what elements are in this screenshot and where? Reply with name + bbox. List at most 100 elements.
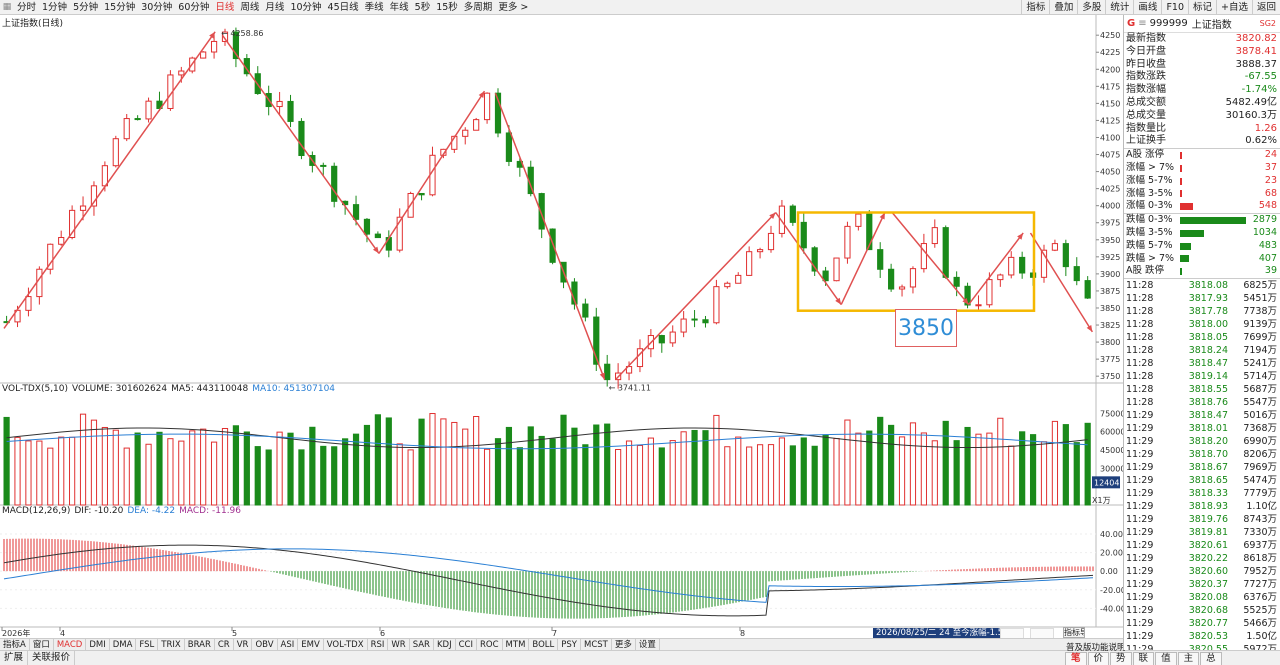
menu-icon[interactable]: ≡	[1138, 18, 1147, 29]
indicator-tab[interactable]: KDJ	[434, 638, 456, 651]
period-tab[interactable]: 5秒	[414, 1, 431, 13]
breadth-row: A股 涨停 24	[1124, 149, 1280, 162]
indicator-tab[interactable]: MTM	[503, 638, 530, 651]
tick-price: 3819.14	[1188, 371, 1228, 383]
candlestick	[79, 205, 87, 211]
volume-bar	[331, 446, 338, 506]
tick-list[interactable]: 11:28 3818.08 6825万 11:28 3817.93 5451万 11:28 3…	[1124, 278, 1280, 650]
indicator-tab[interactable]: BRAR	[185, 638, 215, 651]
kline-chart[interactable]: 4250 4225 4200 4175 4150 4125 4100 4075 4050 4025…	[0, 15, 1123, 638]
indicator-tab[interactable]: PSY	[558, 638, 581, 651]
tick-price: 3818.93	[1188, 501, 1228, 513]
volume-bar	[615, 449, 622, 506]
volume-bar	[90, 419, 98, 506]
volume-indicator-name[interactable]: VOL-TDX(5,10)	[2, 384, 69, 394]
tick-time: 11:29	[1126, 449, 1154, 461]
indicator-tab[interactable]: EMV	[298, 638, 324, 651]
indicator-tab[interactable]: 设置	[636, 638, 660, 651]
breadth-label: A股 涨停	[1126, 149, 1165, 161]
period-tab[interactable]: 月线	[265, 1, 285, 13]
indicator-tab[interactable]: RSI	[368, 638, 389, 651]
quote-tab[interactable]: 价	[1087, 652, 1110, 665]
candlestick	[658, 335, 665, 344]
tool-button[interactable]: 统计	[1105, 0, 1133, 15]
period-tab[interactable]: 15秒	[436, 1, 458, 13]
period-tab[interactable]: 10分钟	[290, 1, 322, 13]
quote-tab[interactable]: 总	[1200, 652, 1222, 665]
indicator-tab[interactable]: VR	[234, 638, 253, 651]
tool-button[interactable]: +自选	[1216, 0, 1252, 15]
period-tab[interactable]: 30分钟	[141, 1, 173, 13]
quote-tab[interactable]: 笔	[1065, 652, 1087, 665]
quote-label: 总成交量	[1126, 109, 1166, 121]
tool-button[interactable]: 标记	[1188, 0, 1216, 15]
indicator-tab[interactable]: MCST	[581, 638, 612, 651]
indicator-tab[interactable]: OBV	[252, 638, 278, 651]
macd-indicator-name[interactable]: MACD(12,26,9)	[2, 506, 71, 516]
period-tab[interactable]: 年线	[389, 1, 409, 13]
period-tab[interactable]: 日线	[215, 1, 235, 13]
status-related-quotes[interactable]: 关联报价	[28, 651, 76, 665]
indicator-tab[interactable]: VOL-TDX	[324, 638, 368, 651]
status-expand[interactable]: 扩展	[0, 651, 29, 665]
indicator-tab[interactable]: 指标A	[0, 638, 30, 651]
indicator-tab[interactable]: MACD	[54, 638, 87, 651]
tool-button[interactable]: 多股	[1077, 0, 1105, 15]
indicator-tab[interactable]: BOLL	[529, 638, 559, 651]
indicator-tab[interactable]: DMI	[86, 638, 110, 651]
indicator-guide-button[interactable]: 指标导	[1063, 627, 1085, 638]
tick-price: 3818.00	[1188, 319, 1228, 331]
indicator-tab[interactable]: 窗口	[30, 638, 54, 651]
period-tab[interactable]: 15分钟	[104, 1, 136, 13]
volume-bar	[1051, 420, 1059, 506]
quote-tab[interactable]: 主	[1177, 652, 1200, 665]
indicator-tab[interactable]: DMA	[110, 638, 137, 651]
date-label: 6	[380, 629, 385, 638]
tool-button[interactable]: 叠加	[1049, 0, 1077, 15]
tool-button[interactable]: F10	[1161, 0, 1188, 15]
volume-tick: 60000	[1100, 428, 1123, 437]
tick-volume: 8206万	[1243, 449, 1277, 461]
indicator-tab[interactable]: FSL	[136, 638, 159, 651]
period-tab[interactable]: 更多 >	[498, 1, 529, 13]
period-tab[interactable]: 1分钟	[42, 1, 68, 13]
indicator-tab[interactable]: CR	[215, 638, 234, 651]
quote-tab[interactable]: 势	[1110, 652, 1132, 665]
tick-volume: 5547万	[1243, 397, 1277, 409]
feature-notes-link[interactable]: 普及版功能说明	[1066, 643, 1126, 653]
macd-dea: DEA: -4.22	[127, 506, 176, 516]
breadth-label: 涨幅 5-7%	[1126, 174, 1173, 186]
indicator-tab[interactable]: 更多	[612, 638, 636, 651]
period-tab[interactable]: 多周期	[463, 1, 493, 13]
tick-time: 11:29	[1126, 436, 1154, 448]
indicator-tab[interactable]: ASI	[278, 638, 299, 651]
period-tab[interactable]: 季线	[364, 1, 384, 13]
quote-tab[interactable]: 联	[1132, 652, 1155, 665]
candlestick	[1084, 280, 1091, 299]
period-tab[interactable]: 分时	[17, 1, 37, 13]
tick-volume: 9139万	[1243, 319, 1277, 331]
tool-button[interactable]: 返回	[1251, 0, 1280, 15]
tool-button[interactable]: 指标	[1021, 0, 1049, 15]
tool-button[interactable]: 画线	[1133, 0, 1161, 15]
candlestick	[352, 204, 360, 220]
period-tab[interactable]: 5分钟	[73, 1, 99, 13]
arrow-head	[835, 297, 842, 305]
grid-icon[interactable]: ▦	[2, 2, 12, 12]
indicator-tab[interactable]: WR	[388, 638, 410, 651]
period-tab[interactable]: 60分钟	[178, 1, 210, 13]
indicator-tab[interactable]: SAR	[410, 638, 434, 651]
period-tab[interactable]: 周线	[240, 1, 260, 13]
tick-price: 3818.33	[1188, 488, 1228, 500]
volume-bar	[385, 417, 392, 506]
indicator-tab[interactable]: CCI	[456, 638, 477, 651]
period-tab[interactable]: 45日线	[327, 1, 359, 13]
stock-code: 999999	[1149, 18, 1188, 29]
quote-row: 昨日收盘 3888.37	[1124, 59, 1280, 72]
indicator-tab[interactable]: ROC	[477, 638, 503, 651]
quote-tab[interactable]: 值	[1155, 652, 1177, 665]
volume-bar	[647, 437, 654, 506]
candlestick	[298, 120, 305, 157]
indicator-tab[interactable]: TRIX	[158, 638, 185, 651]
candlestick	[221, 31, 229, 42]
